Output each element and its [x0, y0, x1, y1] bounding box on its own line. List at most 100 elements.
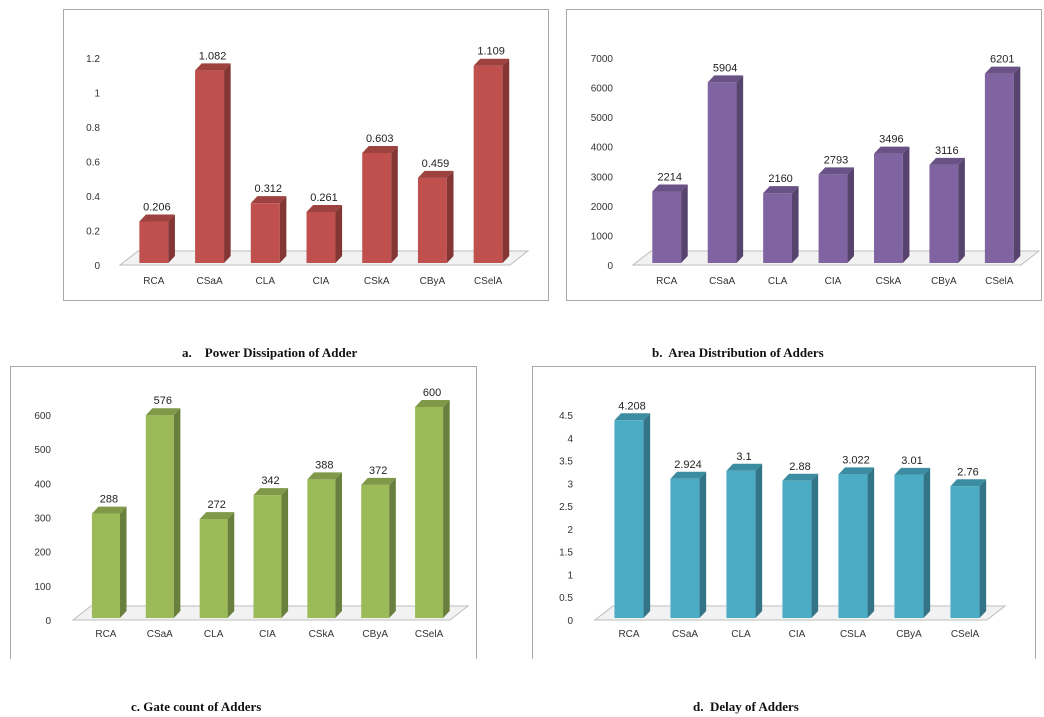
delay-x-tick-label: CLA [731, 629, 751, 640]
gates-y-tick-label: 0 [45, 616, 51, 627]
gates-data-label: 388 [315, 459, 333, 471]
chart-panel-delay: 0 0.5 1 1.5 2 2.5 3 3.5 4 4.5 4.208 RCA 2.924 CSaA 3.1… [532, 366, 1036, 659]
delay-data-label: 4.208 [618, 400, 646, 412]
area-bar [874, 146, 910, 263]
delay-data-label: 2.924 [674, 459, 702, 471]
caption-delay: d. Delay of Adders [693, 699, 799, 714]
gates-data-label: 272 [207, 499, 225, 511]
chart-panel-power: 0 0.2 0.4 0.6 0.8 1 1.2 0.206 RCA 1.082 CSaA 0.312 C… [63, 9, 549, 301]
gates-x-tick-label: CSelA [415, 629, 444, 640]
delay-y-tick-label: 4 [567, 434, 573, 445]
gates-y-tick-label: 600 [34, 411, 51, 422]
area-y-tick-label: 5000 [591, 113, 614, 124]
gates-data-label: 372 [369, 465, 387, 477]
gates-y-tick-label: 200 [34, 548, 51, 559]
area-chart: 0 1000 2000 3000 4000 5000 6000 7000 2214 RCA 5904… [591, 54, 1041, 287]
power-bar [250, 196, 287, 263]
delay-data-label: 3.022 [842, 454, 870, 466]
delay-y-tick-label: 0.5 [559, 593, 573, 604]
gates-bar [145, 408, 181, 618]
power-x-tick-label: RCA [143, 276, 164, 287]
power-y-tick-label: 1 [94, 89, 100, 100]
power-y-tick-label: 0 [94, 261, 100, 272]
area-bar [707, 75, 744, 264]
gates-y-tick-label: 400 [34, 479, 51, 490]
power-x-tick-label: CSkA [364, 276, 390, 287]
power-data-label: 0.603 [366, 133, 394, 145]
gates-data-label: 576 [154, 395, 172, 407]
gates-bar [91, 506, 127, 618]
power-chart: 0 0.2 0.4 0.6 0.8 1 1.2 0.206 RCA 1.082 CSaA 0.312 C… [86, 46, 530, 287]
area-y-tick-label: 1000 [591, 231, 614, 242]
power-bar [306, 204, 343, 263]
gates-data-label: 600 [423, 387, 441, 399]
delay-y-tick-label: 1 [567, 570, 573, 581]
delay-y-tick-label: 3 [567, 479, 573, 490]
delay-data-label: 2.76 [957, 466, 978, 478]
power-y-tick-label: 0.4 [86, 192, 100, 203]
delay-bar [726, 463, 763, 618]
delay-y-tick-label: 1.5 [559, 548, 573, 559]
gates-data-label: 288 [100, 494, 118, 506]
area-bar [652, 184, 688, 263]
power-bar [195, 63, 231, 264]
power-data-label: 1.109 [477, 46, 505, 58]
gates-x-tick-label: RCA [95, 629, 116, 640]
gates-x-tick-label: CLA [204, 629, 224, 640]
gates-y-tick-label: 100 [34, 582, 51, 593]
delay-x-tick-label: CSelA [951, 629, 980, 640]
chart-panel-gate-count: 0 100 200 300 400 500 600 288 RCA 576 CSaA 272 CLA 34… [10, 366, 477, 659]
area-x-tick-label: CIA [825, 276, 842, 287]
power-x-tick-label: CSaA [197, 276, 223, 287]
delay-x-tick-label: CIA [789, 629, 806, 640]
chart-panel-area: 0 1000 2000 3000 4000 5000 6000 7000 2214 RCA 5904… [566, 9, 1042, 301]
delay-bar [894, 467, 931, 618]
area-data-label: 3496 [879, 134, 903, 146]
area-y-tick-label: 3000 [591, 172, 614, 183]
gates-bar [199, 512, 235, 618]
area-data-label: 5904 [713, 62, 737, 74]
delay-bar [614, 413, 651, 618]
area-data-label: 2793 [824, 154, 848, 166]
delay-bar [782, 473, 819, 618]
gates-x-tick-label: CByA [362, 629, 388, 640]
delay-bar [950, 479, 987, 618]
delay-y-tick-label: 4.5 [559, 411, 573, 422]
area-x-tick-label: CLA [768, 276, 788, 287]
gates-y-tick-label: 500 [34, 445, 51, 456]
power-y-tick-label: 0.2 [86, 227, 100, 238]
delay-y-tick-label: 0 [567, 616, 573, 627]
area-y-tick-label: 7000 [591, 54, 614, 65]
delay-x-tick-label: RCA [618, 629, 639, 640]
power-bar [139, 214, 175, 263]
caption-area: b. Area Distribution of Adders [652, 345, 824, 360]
power-y-tick-label: 1.2 [86, 54, 100, 65]
power-data-label: 0.206 [143, 201, 171, 213]
caption-gate-count: c. Gate count of Adders [131, 699, 262, 714]
delay-y-tick-label: 2 [567, 525, 573, 536]
delay-bar [670, 471, 707, 618]
area-data-label: 2214 [657, 172, 681, 184]
area-y-tick-label: 2000 [591, 202, 614, 213]
power-y-tick-label: 0.6 [86, 158, 100, 169]
power-bar [362, 145, 398, 263]
caption-power: a. Power Dissipation of Adder [182, 345, 358, 360]
area-bar [929, 157, 965, 263]
delay-bar [838, 467, 875, 618]
power-x-tick-label: CSelA [474, 276, 503, 287]
area-data-label: 3116 [935, 145, 959, 157]
power-bar [473, 58, 510, 264]
power-bar [417, 170, 454, 263]
gates-bar [307, 472, 342, 618]
area-x-tick-label: RCA [656, 276, 677, 287]
gates-y-tick-label: 300 [34, 514, 51, 525]
delay-data-label: 3.1 [736, 451, 751, 463]
delay-y-tick-label: 3.5 [559, 457, 573, 468]
delay-data-label: 2.88 [789, 461, 810, 473]
area-data-label: 6201 [990, 54, 1014, 66]
power-data-label: 1.082 [199, 50, 227, 62]
area-y-tick-label: 4000 [591, 143, 614, 154]
area-x-tick-label: CByA [931, 276, 957, 287]
area-x-tick-label: CSaA [709, 276, 735, 287]
gates-x-tick-label: CSaA [147, 629, 173, 640]
